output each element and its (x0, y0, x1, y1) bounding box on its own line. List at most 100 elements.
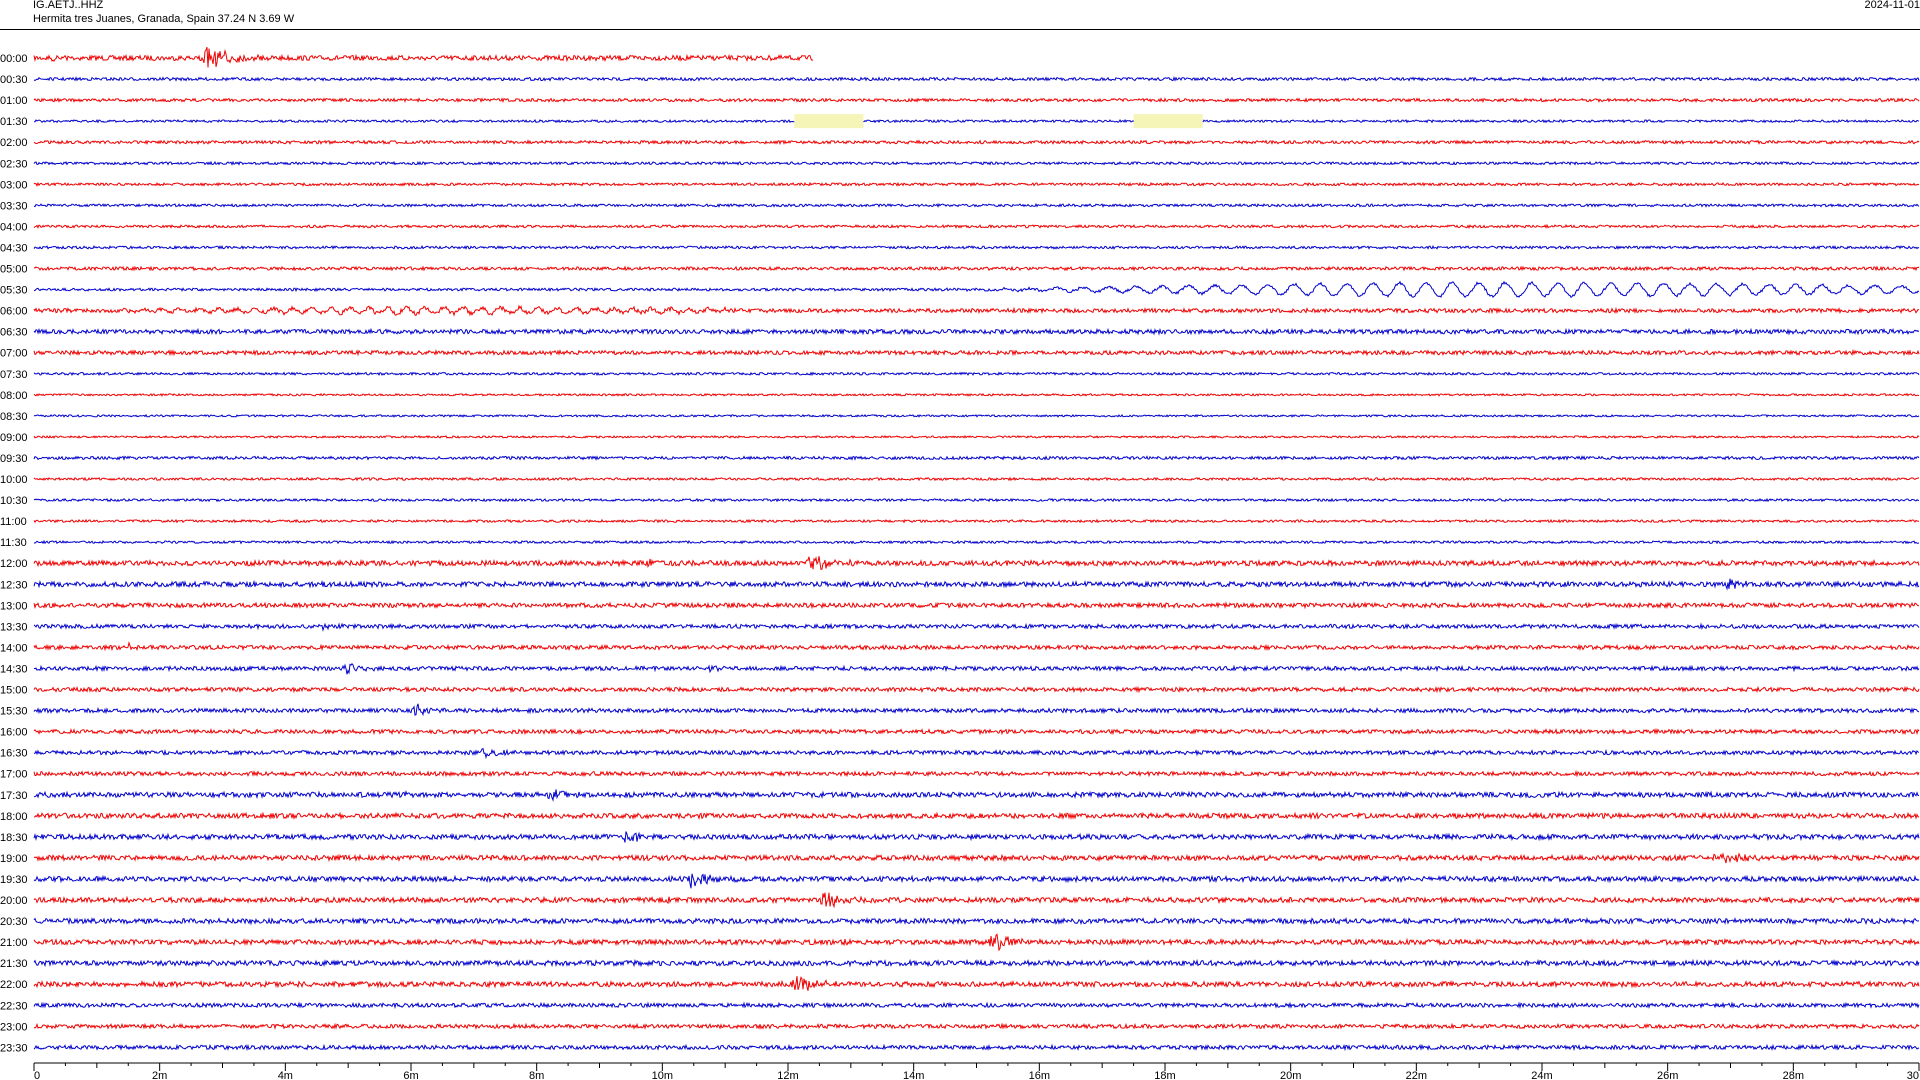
x-tick-label: 22m (1406, 1070, 1427, 1080)
row-time-label: 20:00 (0, 895, 28, 907)
row-time-label: 15:00 (0, 685, 28, 697)
trace-row-1430 (33, 663, 1920, 675)
row-time-label: 19:00 (0, 853, 28, 865)
row-time-label: 12:00 (0, 558, 28, 570)
trace-row-1330 (33, 622, 1920, 632)
trace-row-0200 (33, 139, 1920, 146)
row-time-label: 10:30 (0, 495, 28, 507)
row-time-label: 17:30 (0, 790, 28, 802)
trace-row-0930 (33, 455, 1920, 461)
row-time-label: 07:00 (0, 348, 28, 360)
row-time-label: 22:30 (0, 1000, 28, 1012)
row-time-label: 11:00 (0, 516, 27, 528)
x-tick-label: 16m (1029, 1070, 1050, 1080)
trace-row-1230 (33, 578, 1920, 591)
trace-row-2230 (33, 1001, 1920, 1010)
header-divider (0, 29, 1920, 30)
row-time-label: 18:30 (0, 832, 28, 844)
trace-row-2300 (33, 1022, 1920, 1031)
row-time-label: 05:00 (0, 264, 28, 276)
trace-row-1000 (33, 476, 1920, 482)
trace-row-2130 (33, 958, 1920, 968)
row-time-label: 06:00 (0, 306, 28, 318)
row-time-label: 21:30 (0, 958, 28, 970)
trace-row-0100 (33, 97, 1920, 104)
x-tick-label: 24m (1531, 1070, 1552, 1080)
station-code: IG.AETJ..HHZ (33, 0, 104, 11)
row-time-label: 22:00 (0, 979, 28, 991)
row-time-label: 06:30 (0, 327, 28, 339)
x-tick-label: 26m (1657, 1070, 1678, 1080)
trace-row-0530 (33, 280, 1920, 299)
trace-row-1100 (33, 518, 1920, 524)
trace-row-1730 (33, 789, 1920, 802)
x-tick-label: 14m (903, 1070, 924, 1080)
row-time-label: 03:30 (0, 200, 28, 212)
row-time-label: 15:30 (0, 706, 28, 718)
trace-row-1600 (33, 727, 1920, 736)
row-time-label: 04:00 (0, 221, 28, 233)
trace-row-0400 (33, 223, 1920, 229)
trace-row-0900 (33, 434, 1920, 439)
row-time-label: 02:30 (0, 158, 28, 170)
row-time-label: 04:30 (0, 242, 28, 254)
x-tick-label: 0 (34, 1070, 40, 1080)
row-time-label: 21:00 (0, 937, 28, 949)
row-time-label: 08:00 (0, 390, 28, 402)
row-time-label: 03:00 (0, 179, 28, 191)
trace-row-1500 (33, 685, 1920, 694)
trace-row-0430 (33, 244, 1920, 250)
row-time-label: 09:30 (0, 453, 28, 465)
record-date: 2024-11-01 (1864, 0, 1920, 11)
row-time-label: 13:00 (0, 600, 28, 612)
trace-row-1200 (33, 556, 1920, 571)
row-time-label: 08:30 (0, 411, 28, 423)
trace-row-0700 (33, 348, 1920, 357)
trace-row-1030 (33, 497, 1919, 503)
trace-row-0300 (33, 181, 1920, 187)
x-tick-label: 10m (652, 1070, 673, 1080)
trace-row-1900 (33, 852, 1920, 864)
trace-row-0130 (34, 118, 1920, 124)
row-time-label: 00:30 (0, 74, 28, 86)
trace-row-1300 (33, 601, 1919, 610)
x-tick-label: 8m (529, 1070, 544, 1080)
row-time-label: 17:00 (0, 769, 28, 781)
trace-row-2330 (33, 1043, 1920, 1052)
trace-row-0800 (33, 392, 1920, 397)
data-gap-marker (794, 114, 864, 129)
x-tick-label: 20m (1280, 1070, 1301, 1080)
x-tick-label: 4m (278, 1070, 293, 1080)
trace-row-0030 (33, 76, 1920, 82)
x-tick-label: 12m (777, 1070, 798, 1080)
row-time-label: 20:30 (0, 916, 28, 928)
trace-row-2200 (33, 976, 1920, 991)
x-tick-label: 30 (1907, 1070, 1919, 1080)
row-time-label: 09:00 (0, 432, 28, 444)
trace-row-0330 (33, 202, 1920, 208)
trace-row-0730 (33, 371, 1920, 377)
row-time-label: 10:00 (0, 474, 28, 486)
x-tick-label: 6m (403, 1070, 418, 1080)
trace-row-0600 (33, 304, 1920, 317)
row-time-label: 14:00 (0, 642, 28, 654)
row-time-label: 07:30 (0, 369, 28, 381)
row-time-label: 19:30 (0, 874, 28, 886)
trace-row-1800 (33, 811, 1920, 821)
x-tick-label: 18m (1154, 1070, 1175, 1080)
trace-row-1400 (33, 640, 1920, 652)
trace-row-0230 (33, 160, 1920, 166)
row-time-label: 01:30 (0, 116, 28, 128)
x-tick-label: 2m (152, 1070, 167, 1080)
row-time-label: 23:00 (0, 1021, 28, 1033)
row-time-label: 00:00 (0, 53, 28, 65)
trace-row-1130 (33, 539, 1920, 545)
row-time-label: 18:00 (0, 811, 28, 823)
trace-row-2000 (33, 892, 1920, 909)
trace-row-1630 (33, 747, 1920, 760)
trace-row-1930 (33, 873, 1920, 889)
trace-row-1700 (33, 769, 1920, 778)
trace-row-1830 (33, 831, 1920, 843)
row-time-label: 23:30 (0, 1042, 28, 1054)
